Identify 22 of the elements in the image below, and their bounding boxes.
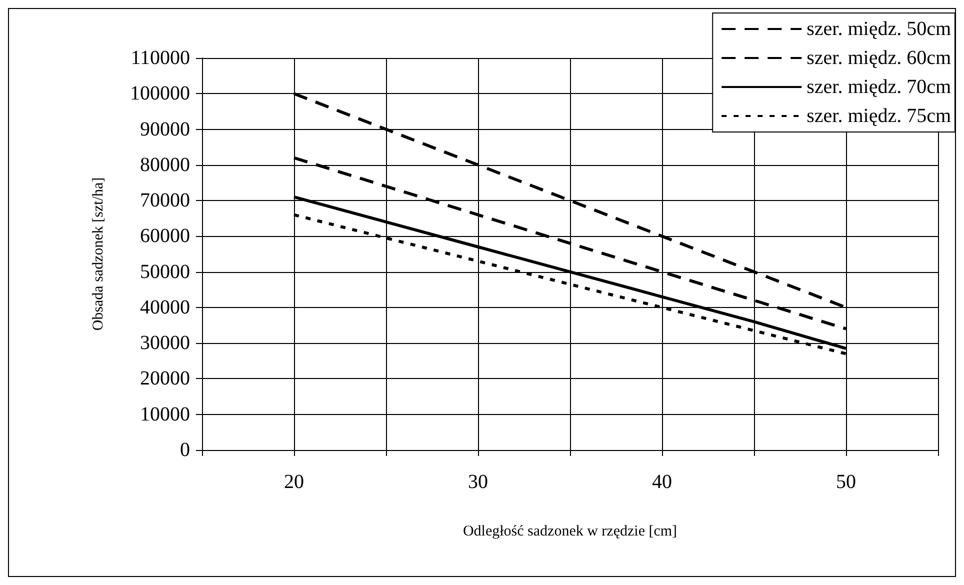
legend-label: szer. międz. 70cm (806, 76, 952, 98)
legend-label: szer. międz. 75cm (806, 105, 952, 127)
y-tick-label: 100000 (130, 82, 190, 105)
x-axis-title: Odległość sadzonek w rzędzie [cm] (462, 524, 678, 540)
y-tick-label: 60000 (140, 225, 190, 248)
y-tick-label: 10000 (140, 403, 190, 426)
x-tick-label: 50 (836, 471, 856, 493)
legend-label: szer. międz. 60cm (806, 47, 952, 69)
y-tick-label: 40000 (140, 296, 190, 318)
y-tick-label: 30000 (140, 332, 190, 354)
y-tick-label: 20000 (140, 368, 190, 390)
y-tick-label: 110000 (130, 47, 190, 69)
x-tick-label: 40 (652, 471, 672, 493)
x-tick-label: 30 (468, 471, 488, 493)
y-tick-label: 70000 (140, 190, 190, 212)
y-tick-label: 90000 (140, 118, 190, 140)
legend-label: szer. międz. 50cm (806, 18, 952, 40)
y-axis-title: Obsada sadzonek [szt/ha] (90, 177, 106, 331)
y-tick-label: 50000 (140, 260, 190, 283)
y-tick-label: 0 (180, 439, 190, 461)
x-tick-label: 20 (284, 471, 304, 493)
y-tick-label: 80000 (140, 154, 190, 176)
